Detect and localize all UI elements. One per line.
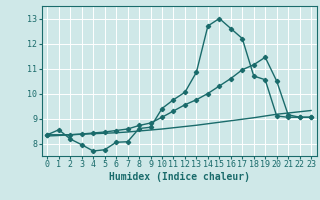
X-axis label: Humidex (Indice chaleur): Humidex (Indice chaleur)	[109, 172, 250, 182]
